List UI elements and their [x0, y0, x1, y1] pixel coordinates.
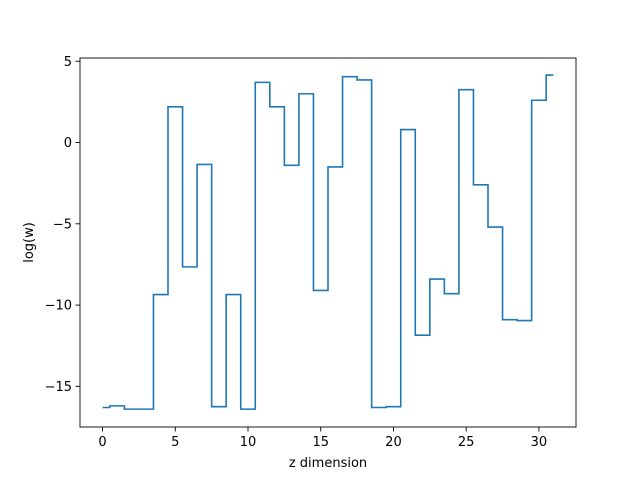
x-axis-label: z dimension	[289, 456, 367, 471]
x-tick-label: 25	[458, 435, 475, 450]
x-tick-label: 15	[312, 435, 329, 450]
y-axis-label: log(w)	[22, 222, 37, 263]
y-tick-label: −5	[53, 217, 72, 232]
x-tick-label: 10	[240, 435, 257, 450]
x-tick-label: 30	[531, 435, 548, 450]
y-tick-label: −10	[45, 299, 72, 314]
axes-frame	[79, 57, 577, 428]
x-tick-label: 5	[171, 435, 179, 450]
y-tick-label: 0	[64, 136, 72, 151]
x-tick-label: 20	[385, 435, 402, 450]
y-tick-label: −15	[45, 380, 72, 395]
y-tick-label: 5	[64, 55, 72, 70]
series-line	[102, 74, 554, 410]
x-tick-label: 0	[98, 435, 106, 450]
